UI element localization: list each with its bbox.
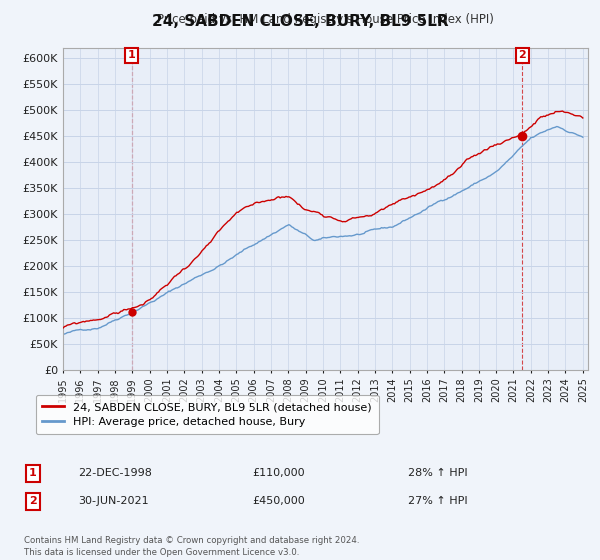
Text: 2: 2 [518,50,526,60]
Text: 30-JUN-2021: 30-JUN-2021 [78,496,149,506]
Text: £450,000: £450,000 [252,496,305,506]
Title: Price paid vs. HM Land Registry's House Price Index (HPI): Price paid vs. HM Land Registry's House … [157,13,494,26]
Text: Contains HM Land Registry data © Crown copyright and database right 2024.
This d: Contains HM Land Registry data © Crown c… [24,536,359,557]
Legend: 24, SABDEN CLOSE, BURY, BL9 5LR (detached house), HPI: Average price, detached h: 24, SABDEN CLOSE, BURY, BL9 5LR (detache… [35,395,379,434]
Text: 22-DEC-1998: 22-DEC-1998 [78,468,152,478]
Text: 1: 1 [128,50,136,60]
Text: 27% ↑ HPI: 27% ↑ HPI [408,496,467,506]
Text: £110,000: £110,000 [252,468,305,478]
Text: 24, SABDEN CLOSE, BURY, BL9 5LR: 24, SABDEN CLOSE, BURY, BL9 5LR [152,14,448,29]
Text: 2: 2 [29,496,37,506]
Text: 1: 1 [29,468,37,478]
Text: 28% ↑ HPI: 28% ↑ HPI [408,468,467,478]
